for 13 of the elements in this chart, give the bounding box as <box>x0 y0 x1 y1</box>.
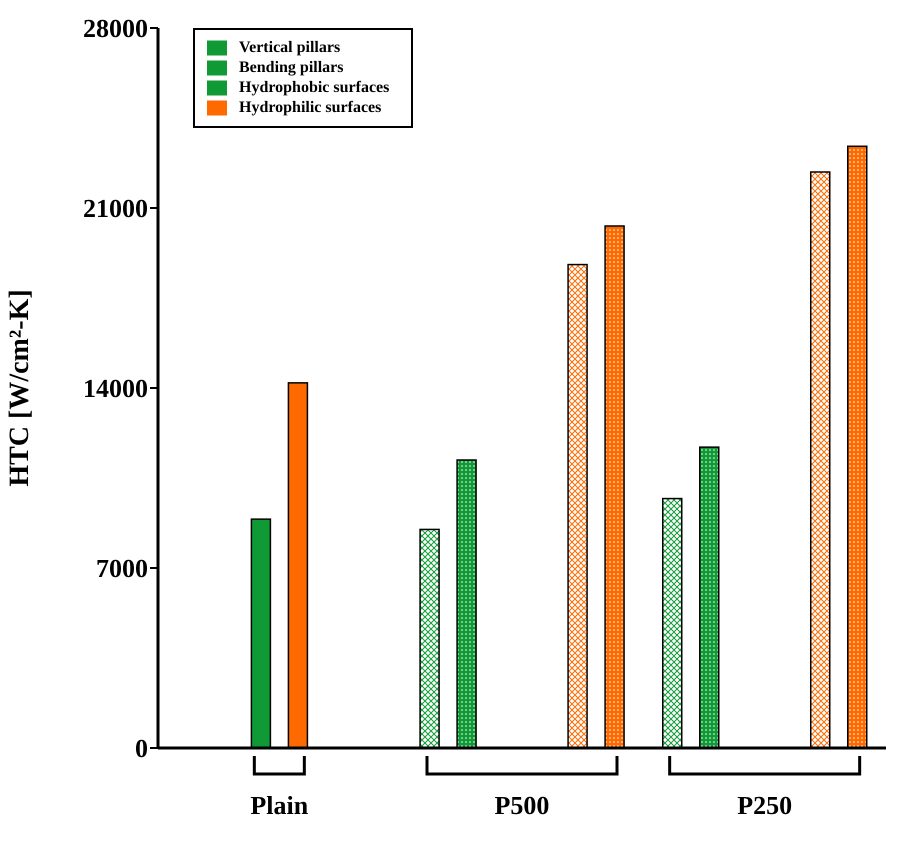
legend-label: Hydrophilic surfaces <box>239 98 382 116</box>
legend-label: Bending pillars <box>239 58 344 76</box>
y-tick-label: 0 <box>135 734 148 764</box>
y-tick-label: 14000 <box>83 374 148 404</box>
y-tick-label: 21000 <box>83 194 148 224</box>
x-tick-label: P500 <box>494 791 550 820</box>
y-tick-label: 7000 <box>96 554 148 584</box>
legend-label: Hydrophobic surfaces <box>239 78 390 96</box>
y-tick-label: 28000 <box>83 14 148 44</box>
x-tick-label: P250 <box>737 791 792 820</box>
legend-label: Vertical pillars <box>239 38 340 56</box>
y-axis-title: HTC [W/cm²-K] <box>4 289 35 487</box>
x-tick-label: Plain <box>250 791 309 820</box>
